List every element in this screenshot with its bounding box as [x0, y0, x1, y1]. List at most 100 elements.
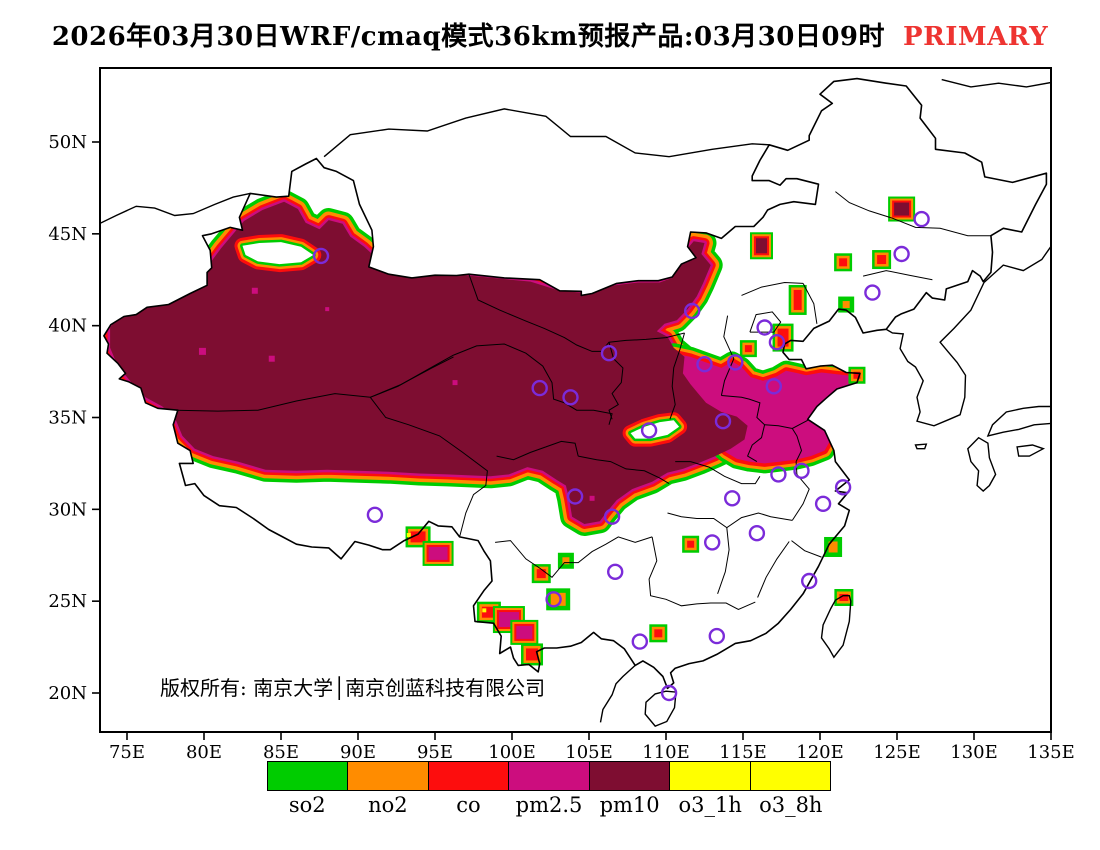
- hotspot-co: [536, 569, 546, 579]
- hotspot-no2: [842, 301, 850, 309]
- station-ring-jinan: [765, 378, 782, 395]
- station-ring-kunming: [545, 591, 562, 608]
- legend-label-no2: no2: [368, 793, 408, 817]
- hotspot-pm10: [894, 202, 910, 216]
- pm10-region: [110, 201, 748, 524]
- hotspot-co: [839, 593, 849, 601]
- coast-line: [983, 245, 1051, 284]
- province-border: [578, 455, 670, 485]
- y-tick-label: 45N: [48, 224, 87, 245]
- y-tick-label: 35N: [48, 407, 87, 428]
- x-tick-label: 105E: [565, 742, 613, 763]
- station-ring-nanchang: [748, 525, 766, 542]
- clean-hole: [242, 242, 314, 265]
- x-tick-label: 90E: [340, 742, 376, 763]
- province-border: [835, 191, 991, 237]
- legend-label-so2: so2: [288, 793, 326, 817]
- province-border: [721, 395, 766, 463]
- title-text: 2026年03月30日WRF/cmaq模式36km预报产品:03月30日09时: [51, 22, 886, 52]
- province-border: [667, 512, 793, 529]
- legend-swatch-no2: [348, 762, 429, 790]
- legend-labels: so2 no2 co pm2.5 pm10 o3_1h o3_8h: [267, 792, 831, 818]
- station-ring-lhasa: [366, 506, 384, 523]
- hotspot-no2: [550, 592, 566, 606]
- y-tick-label: 20N: [48, 683, 87, 704]
- hotspot-co: [481, 606, 496, 618]
- hotspot-pm25: [516, 625, 533, 639]
- province-border: [791, 428, 803, 462]
- coast-line: [941, 78, 1051, 88]
- pm25-dot: [589, 495, 595, 501]
- pollutant-field: [103, 189, 870, 536]
- station-markers: [312, 210, 930, 702]
- coast-line: [885, 282, 985, 427]
- pm25-dot: [251, 287, 258, 294]
- o3-dot: [406, 533, 411, 538]
- station-ring-beijing: [756, 319, 773, 336]
- island-outline: [986, 405, 1051, 437]
- island-outline: [914, 443, 928, 450]
- legend-label-o3_1h: o3_1h: [678, 793, 742, 817]
- station-ring-hefei: [770, 466, 787, 483]
- station-ring-changsha: [704, 534, 721, 551]
- station-ring-urumqi: [312, 247, 330, 265]
- y-tick-label: 40N: [48, 316, 87, 337]
- hotspot-co: [839, 258, 848, 267]
- coast-line: [100, 192, 251, 225]
- x-tick-label: 135E: [1027, 742, 1075, 763]
- island-outline: [644, 690, 677, 727]
- station-ring-changchun: [893, 245, 910, 263]
- x-tick-label: 115E: [719, 742, 767, 763]
- station-ring-shanghai: [834, 479, 852, 496]
- station-ring-guangzhou: [708, 627, 725, 645]
- pm25-dot: [325, 307, 330, 312]
- island-outline: [1016, 444, 1046, 457]
- province-border: [757, 541, 790, 598]
- hotspot-patches: [198, 196, 916, 666]
- station-ring-harbin: [913, 210, 930, 228]
- province-border: [675, 461, 761, 485]
- province-border: [717, 527, 730, 594]
- country-border: [103, 77, 1048, 690]
- station-ring-taiyuan: [696, 356, 713, 373]
- province-border: [791, 540, 822, 558]
- station-ring-xining: [531, 379, 548, 397]
- island-outline: [820, 595, 852, 659]
- legend-label-pm2.5: pm2.5: [515, 793, 583, 817]
- x-tick-label: 75E: [109, 742, 145, 763]
- station-ring-wuhan: [724, 490, 741, 507]
- x-tick-label: 85E: [263, 742, 299, 763]
- province-border: [720, 315, 735, 396]
- legend-label-co: co: [456, 793, 481, 817]
- province-border: [468, 274, 685, 352]
- hotspot-co: [853, 371, 861, 379]
- station-ring-zhengzhou: [714, 413, 732, 430]
- station-ring-hohhot: [684, 302, 701, 320]
- legend-swatch-pm2.5: [509, 762, 590, 790]
- plot-frame: [99, 67, 1052, 733]
- station-ring-tianjin: [768, 334, 786, 351]
- hotspot-co: [793, 289, 802, 310]
- hotspot-co: [410, 531, 426, 543]
- x-tick-label: 80E: [186, 742, 222, 763]
- hotspot-no2: [562, 557, 570, 565]
- coast-line: [599, 664, 636, 723]
- legend-colorbar: [267, 761, 831, 791]
- y-tick-label: 50N: [48, 132, 87, 153]
- hotspot-co: [526, 648, 539, 661]
- x-tick-label: 110E: [642, 742, 690, 763]
- province-border: [741, 281, 804, 296]
- province-border: [764, 419, 808, 430]
- province-border: [648, 536, 756, 610]
- hotspot-pm10: [755, 238, 767, 254]
- island-outline: [967, 436, 997, 492]
- legend-label-pm10: pm10: [599, 793, 660, 817]
- station-ring-xian: [640, 422, 658, 439]
- x-tick-label: 130E: [950, 742, 998, 763]
- station-ring-nanning: [631, 633, 648, 650]
- station-ring-nanjing: [793, 462, 810, 479]
- province-border: [669, 332, 685, 420]
- legend-label-o3_8h: o3_8h: [759, 793, 823, 817]
- y-tick-label: 30N: [48, 499, 87, 520]
